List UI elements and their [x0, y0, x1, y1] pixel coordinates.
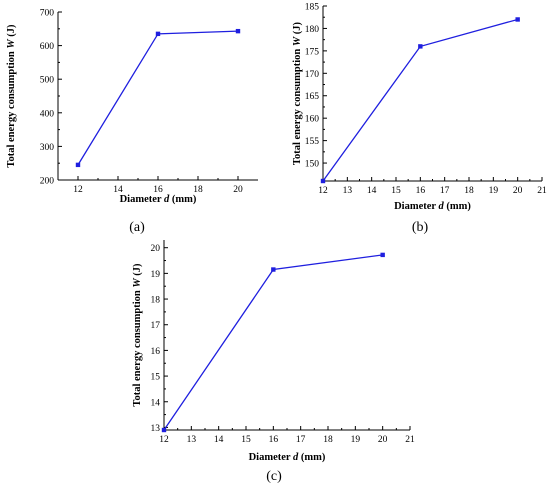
x-tick-label: 19: [489, 186, 499, 196]
y-tick-label: 165: [305, 92, 320, 102]
series-line: [163, 254, 383, 431]
chart-c: 12 13 14 15 16 17 18 19 20 211314151617181920Diam…: [132, 240, 415, 484]
x-tick-label: 13: [343, 186, 353, 196]
panel-label: (b): [412, 220, 429, 235]
data-point: [155, 31, 161, 37]
y-tick-label: 400: [40, 109, 55, 119]
x-axis-label: Diameter d (mm): [120, 194, 197, 205]
x-tick-label: 20: [233, 185, 243, 195]
x-tick-label: 16: [416, 186, 426, 196]
x-tick-label: 12: [73, 185, 83, 195]
x-axis-label: Diameter d (mm): [249, 452, 326, 463]
chart-b: 12 13 14 15 16 17 18 19 20 21 150 155 160 165 170 175 18…: [292, 3, 547, 236]
panel-label: (a): [129, 220, 145, 235]
x-tick-label: 15: [391, 186, 401, 196]
y-tick-label: 300: [40, 143, 55, 153]
y-tick-label: 18: [151, 296, 161, 306]
x-tick-label: 20: [513, 186, 523, 196]
data-point: [320, 178, 326, 184]
y-tick-label: 19: [151, 270, 161, 280]
x-tick-label: 19: [351, 435, 361, 445]
x-tick-label: 17: [440, 186, 450, 196]
x-tick-label: 12: [318, 186, 328, 196]
y-tick-label: 150: [305, 160, 320, 170]
y-tick-label: 500: [40, 76, 55, 86]
x-tick-label: 17: [296, 435, 306, 445]
data-point: [515, 17, 520, 22]
y-tick-label: 175: [305, 47, 320, 57]
y-tick-label: 17: [151, 321, 161, 331]
x-tick-label: 21: [537, 186, 547, 196]
y-tick-label: 180: [305, 25, 320, 35]
panel-label: (c): [266, 469, 282, 484]
series-line: [322, 18, 518, 182]
data-point: [418, 44, 423, 49]
y-tick-label: 200: [40, 177, 55, 187]
y-tick-label: 13: [151, 424, 161, 434]
x-tick-label: 18: [193, 185, 203, 195]
x-tick-label: 12: [159, 435, 169, 445]
chart-a: 12 14 16 18 20 200 300 400 500 600 700 Diameter d (…: [6, 9, 258, 235]
series-line: [77, 30, 239, 166]
data-point: [75, 162, 81, 168]
y-axis-label: Total energy consumption W (J): [132, 263, 143, 407]
y-axis-label: Total energy consumption W (J): [6, 24, 17, 168]
y-tick-label: 20: [151, 244, 161, 254]
y-tick-label: 160: [305, 115, 320, 125]
x-tick-label: 14: [214, 435, 224, 445]
x-tick-label: 20: [378, 435, 388, 445]
y-tick-label: 700: [40, 9, 55, 19]
x-tick-label: 13: [187, 435, 197, 445]
x-tick-label: 15: [241, 435, 251, 445]
y-axis-label: Total energy consumption W (J): [292, 21, 303, 165]
data-point: [161, 427, 167, 433]
x-tick-label: 16: [269, 435, 279, 445]
y-tick-label: 155: [305, 137, 320, 147]
x-tick-label: 16: [153, 185, 163, 195]
x-axis-label: Diameter d (mm): [394, 201, 471, 212]
x-tick-label: 14: [113, 185, 123, 195]
y-tick-label: 14: [151, 398, 161, 408]
y-tick-label: 15: [151, 373, 161, 383]
y-tick-label: 16: [151, 347, 161, 357]
y-tick-label: 170: [305, 70, 320, 80]
data-point: [235, 28, 241, 34]
data-point: [271, 267, 276, 272]
x-tick-label: 14: [367, 186, 377, 196]
x-tick-label: 18: [464, 186, 474, 196]
x-tick-label: 18: [323, 435, 333, 445]
y-tick-label: 185: [305, 3, 320, 13]
data-point: [380, 252, 385, 258]
x-tick-label: 21: [405, 435, 415, 445]
y-tick-label: 600: [40, 42, 55, 52]
